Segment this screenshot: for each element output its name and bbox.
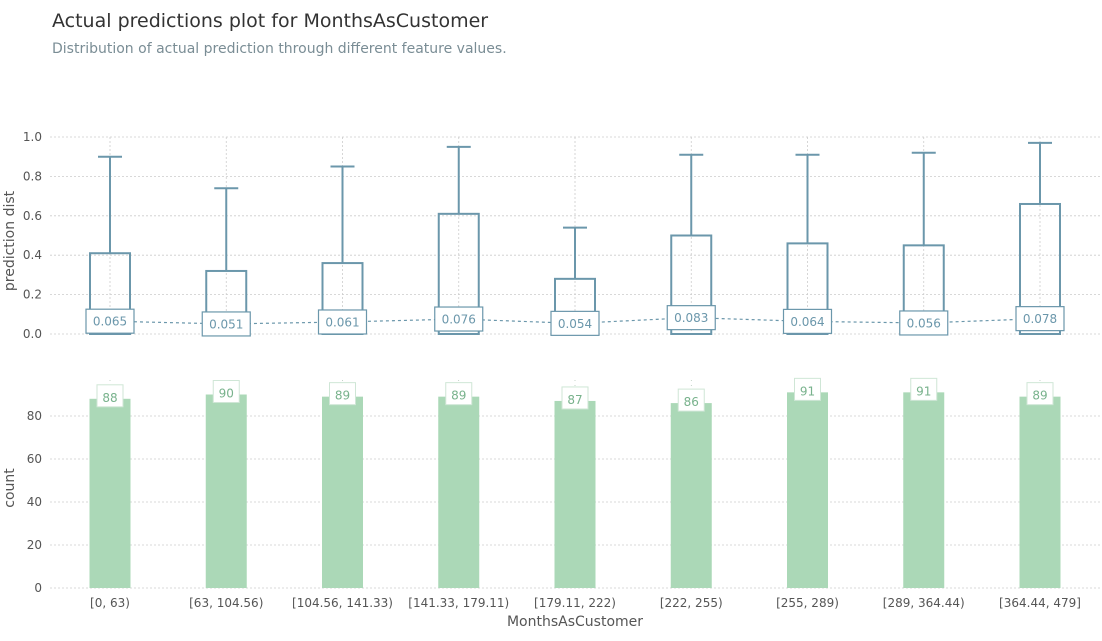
mean-label-box xyxy=(899,310,949,336)
chart-title: Actual predictions plot for MonthsAsCust… xyxy=(52,10,489,32)
bar xyxy=(89,398,131,588)
bottom-tick-label: 0 xyxy=(34,581,42,595)
bar-label-box xyxy=(677,388,705,412)
bar-value-label: 89 xyxy=(451,389,466,403)
bar-value-label: 89 xyxy=(1032,389,1047,403)
bar xyxy=(787,392,828,588)
bar-value-labels: 88 90 89 89 87 86 91 91 89 xyxy=(96,377,1054,412)
bar-label-box xyxy=(329,382,356,406)
top-tick-label: 0.6 xyxy=(23,209,42,223)
bar-value-label: 91 xyxy=(916,384,931,398)
bar-value-label: 91 xyxy=(800,384,815,398)
bar-label-box xyxy=(1026,382,1054,406)
mean-label: 0.056 xyxy=(907,316,941,330)
bar-label-box xyxy=(96,384,124,408)
top-tick-label: 0.2 xyxy=(23,288,42,302)
box xyxy=(1019,202,1061,335)
mean-label: 0.051 xyxy=(209,317,243,331)
bar xyxy=(438,396,480,588)
prediction-distribution-panel: 0.0 0.2 0.4 0.6 0.8 1.0 prediction dist 0.065… xyxy=(2,130,1100,341)
bar-label-box xyxy=(561,386,589,410)
bottom-tick-label: 40 xyxy=(27,495,42,509)
bottom-tick-label: 60 xyxy=(27,452,42,466)
box xyxy=(670,234,713,335)
x-tick-label: [222, 255) xyxy=(660,596,723,610)
bar-label-box xyxy=(794,377,821,401)
mean-line xyxy=(109,317,1041,325)
mean-labels: 0.065 0.051 0.061 0.076 0.054 0.083 0.064 0.056… xyxy=(85,305,1065,337)
bar xyxy=(554,400,596,588)
mean-label-box xyxy=(201,311,251,337)
bottom-y-axis-label: count xyxy=(2,468,18,508)
x-tick-labels: [0, 63) [63, 104.56) [104.56, 141.33) [141.… xyxy=(90,596,1081,610)
top-y-axis-label: prediction dist xyxy=(2,190,18,291)
bar-label-box xyxy=(212,380,240,403)
bar xyxy=(1019,396,1061,588)
x-tick-label: [141.33, 179.11) xyxy=(408,596,509,610)
top-tick-label: 1.0 xyxy=(23,130,42,144)
bar-label-box xyxy=(910,377,938,401)
bottom-tick-label: 80 xyxy=(27,409,42,423)
x-tick-label: [364.44, 479] xyxy=(999,596,1081,610)
mean-label: 0.064 xyxy=(790,315,824,329)
mean-label: 0.061 xyxy=(325,315,359,329)
top-y-ticks: 0.0 0.2 0.4 0.6 0.8 1.0 xyxy=(23,130,42,341)
x-axis-label: MonthsAsCustomer xyxy=(507,614,643,630)
mean-label: 0.054 xyxy=(558,317,592,331)
x-tick-label: [0, 63) xyxy=(90,596,130,610)
top-tick-label: 0.0 xyxy=(23,327,42,341)
mean-label-box xyxy=(666,305,716,331)
bar xyxy=(903,392,945,588)
mean-label-box xyxy=(317,309,368,335)
x-tick-label: [63, 104.56) xyxy=(189,596,263,610)
mean-label: 0.076 xyxy=(442,313,476,327)
top-tick-label: 0.4 xyxy=(23,248,42,262)
mean-label-box xyxy=(550,310,600,336)
box xyxy=(437,212,480,335)
mean-label-box xyxy=(1015,306,1065,332)
mean-label-box xyxy=(434,306,484,332)
bar-value-label: 88 xyxy=(102,391,117,405)
count-panel: 0 20 40 60 80 count 88 90 89 89 87 86 91 91 89 [0, 6… xyxy=(2,377,1100,630)
bar-label-box xyxy=(445,382,473,406)
mean-label-box xyxy=(782,308,833,334)
bar xyxy=(322,396,363,588)
x-tick-label: [104.56, 141.33) xyxy=(292,596,393,610)
bar-value-label: 90 xyxy=(219,387,234,401)
top-tick-label: 0.8 xyxy=(23,169,42,183)
x-tick-label: [255, 289) xyxy=(776,596,839,610)
chart-subtitle: Distribution of actual prediction throug… xyxy=(52,41,507,57)
bar-value-label: 89 xyxy=(335,389,350,403)
bar-value-label: 86 xyxy=(684,395,699,409)
box xyxy=(786,242,829,336)
x-tick-label: [289, 364.44) xyxy=(883,596,965,610)
bar-value-label: 87 xyxy=(567,393,582,407)
mean-label-box xyxy=(85,308,135,334)
x-tick-label: [179.11, 222) xyxy=(534,596,616,610)
bottom-tick-label: 20 xyxy=(27,538,42,552)
box xyxy=(89,252,131,335)
bottom-y-ticks: 0 20 40 60 80 xyxy=(27,409,42,595)
mean-label: 0.065 xyxy=(93,315,127,329)
bars xyxy=(89,392,1061,588)
bar xyxy=(670,403,712,588)
bar xyxy=(205,394,247,588)
mean-label: 0.083 xyxy=(674,311,708,325)
mean-label: 0.078 xyxy=(1023,312,1057,326)
